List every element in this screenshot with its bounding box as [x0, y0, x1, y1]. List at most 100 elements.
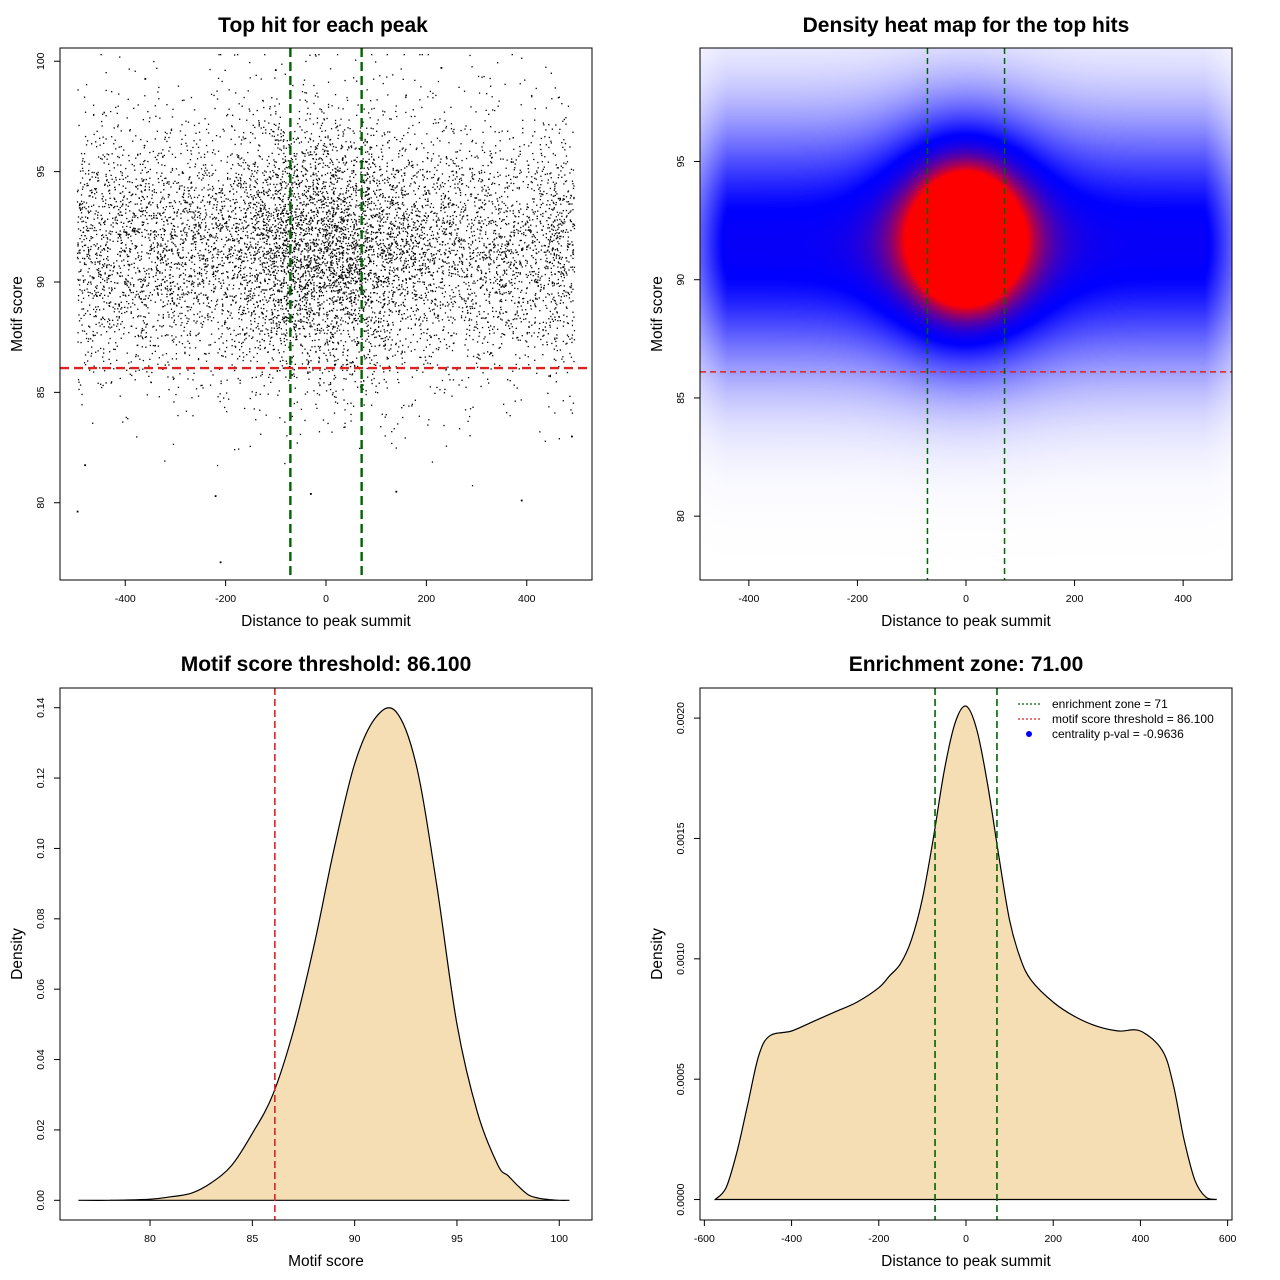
scatter-point — [364, 205, 366, 207]
scatter-point — [145, 295, 147, 297]
scatter-point — [395, 240, 397, 242]
scatter-point — [485, 233, 487, 235]
scatter-point — [449, 202, 451, 204]
scatter-point — [453, 342, 455, 344]
scatter-point — [305, 335, 307, 338]
scatter-point — [206, 239, 209, 241]
scatter-point — [307, 255, 309, 257]
scatter-point — [341, 159, 344, 161]
scatter-point — [309, 335, 311, 337]
scatter-point — [499, 196, 501, 199]
scatter-point — [254, 259, 256, 261]
scatter-point — [241, 342, 243, 345]
scatter-point — [547, 292, 549, 295]
scatter-point — [169, 277, 171, 279]
scatter-point — [342, 261, 344, 263]
scatter-point — [333, 284, 336, 286]
scatter-point — [158, 98, 160, 100]
scatter-point — [218, 192, 220, 194]
scatter-point — [332, 285, 335, 287]
scatter-point — [342, 345, 345, 347]
scatter-point — [165, 206, 168, 208]
scatter-point — [336, 262, 338, 265]
scatter-point — [390, 118, 392, 120]
scatter-point — [198, 172, 200, 174]
scatter-point — [537, 282, 539, 284]
scatter-point — [83, 161, 86, 163]
scatter-point — [422, 174, 424, 177]
scatter-point — [548, 245, 550, 248]
scatter-point — [147, 233, 149, 235]
scatter-point — [356, 186, 358, 188]
scatter-point — [483, 338, 485, 340]
scatter-point — [230, 248, 232, 251]
scatter-point — [572, 249, 575, 251]
scatter-point — [273, 123, 275, 125]
scatter-point — [135, 294, 137, 296]
scatter-point — [347, 238, 350, 240]
scatter-point — [127, 175, 129, 177]
scatter-point — [145, 305, 147, 307]
scatter-point — [442, 270, 444, 272]
scatter-point — [294, 130, 296, 133]
scatter-point — [402, 217, 404, 220]
scatter-point — [177, 386, 180, 388]
scatter-point — [149, 340, 151, 342]
scatter-point — [279, 360, 281, 362]
scatter-point — [88, 206, 90, 208]
scatter-point — [166, 285, 169, 288]
scatter-point — [323, 228, 325, 231]
scatter-point — [87, 310, 89, 312]
scatter-point — [489, 154, 491, 157]
scatter-point — [220, 160, 222, 162]
scatter-point — [364, 251, 366, 254]
scatter-point — [169, 303, 172, 305]
scatter-point — [388, 213, 390, 215]
scatter-point — [560, 170, 562, 172]
scatter-point — [297, 223, 299, 226]
scatter-point — [332, 213, 334, 215]
scatter-point — [463, 281, 465, 283]
scatter-point — [205, 128, 208, 131]
scatter-point — [555, 204, 557, 206]
scatter-point — [566, 371, 569, 374]
scatter-point — [199, 217, 201, 219]
scatter-point — [374, 163, 376, 166]
scatter-point — [136, 245, 138, 247]
scatter-point — [106, 331, 108, 333]
scatter-point — [346, 149, 349, 151]
scatter-point — [493, 221, 495, 223]
scatter-point — [331, 253, 334, 255]
scatter-point — [240, 313, 242, 316]
scatter-point — [260, 198, 262, 201]
scatter-point — [352, 221, 354, 223]
scatter-point — [313, 299, 316, 301]
scatter-point — [281, 247, 283, 250]
scatter-point — [340, 273, 343, 275]
scatter-point — [466, 273, 468, 276]
scatter-point — [310, 360, 312, 362]
scatter-point — [249, 186, 251, 188]
scatter-point — [332, 336, 335, 338]
scatter-point — [320, 219, 323, 221]
scatter-point — [464, 204, 467, 207]
scatter-point — [334, 300, 337, 302]
scatter-point — [347, 127, 349, 129]
scatter-point — [307, 223, 309, 225]
scatter-point — [422, 194, 424, 196]
scatter-point — [178, 252, 180, 254]
scatter-point — [298, 185, 301, 187]
scatter-point — [344, 422, 346, 424]
scatter-point — [313, 266, 315, 268]
scatter-point — [267, 252, 269, 254]
scatter-point — [167, 300, 170, 302]
scatter-point — [96, 130, 98, 132]
scatter-point — [464, 409, 467, 411]
scatter-point — [403, 134, 405, 137]
scatter-point — [206, 260, 209, 262]
scatter-point — [370, 202, 372, 205]
scatter-point — [326, 225, 329, 227]
scatter-point — [329, 279, 332, 281]
scatter-point — [260, 78, 262, 80]
scatter-point — [330, 266, 332, 269]
